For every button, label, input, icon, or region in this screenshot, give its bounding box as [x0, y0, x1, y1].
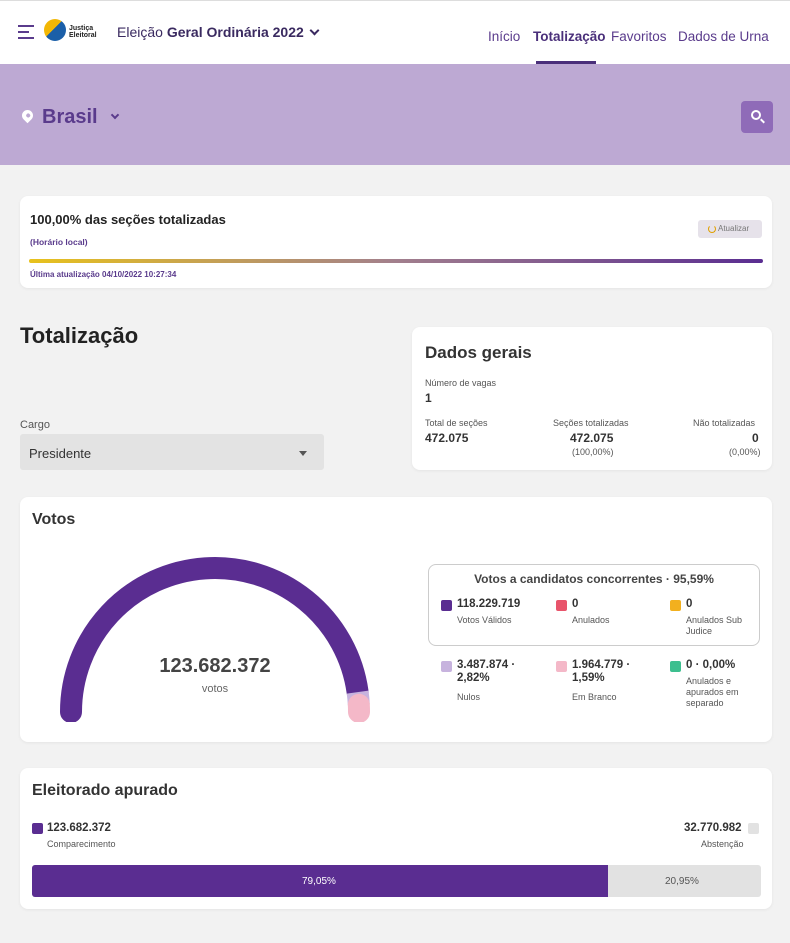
total-votes-value: 123.682.372 [159, 655, 271, 677]
anulados-value: 0 [572, 598, 579, 610]
nav-inicio[interactable]: Início [488, 29, 521, 44]
nao-totalizadas-label: Não totalizadas [693, 418, 756, 428]
abstencao-swatch [748, 823, 759, 834]
logo-text-line-2: Eleitoral [69, 32, 97, 39]
legend-nulos-swatch [441, 661, 452, 672]
secoes-totalizadas-label: Seções totalizadas [553, 418, 629, 428]
cargo-label: Cargo [20, 419, 50, 431]
progress-bar [29, 259, 763, 263]
nulos-label: Nulos [457, 692, 481, 702]
dados-gerais-title: Dados gerais [425, 343, 532, 362]
eleitorado-bar [32, 865, 761, 897]
legend-anulados-swatch [556, 600, 567, 611]
validos-value: 118.229.719 [457, 598, 521, 610]
election-selector[interactable]: Eleição Geral Ordinária 2022 [117, 24, 320, 40]
page-title: Totalização [20, 323, 139, 348]
comparecimento-pct: 79,05% [302, 876, 336, 887]
votos-card [20, 497, 772, 742]
top-header: Justiça Eleitoral Eleição Geral Ordinária… [0, 0, 790, 64]
last-update-text: Última atualização 04/10/2022 10:27:34 [30, 270, 177, 279]
total-votes-label: votos [201, 683, 229, 695]
justica-eleitoral-logo[interactable]: Justiça Eleitoral [44, 19, 104, 47]
dados-gerais-card [412, 327, 772, 470]
cargo-select-value: Presidente [29, 446, 92, 461]
search-button[interactable] [741, 101, 773, 133]
validos-label: Votos Válidos [457, 615, 512, 625]
abstencao-label: Abstenção [701, 839, 744, 849]
gauge-validos-arc [60, 557, 369, 722]
eleitorado-title: Eleitorado apurado [32, 782, 178, 799]
legend-sub-judice-swatch [670, 600, 681, 611]
sub-judice-value: 0 [686, 598, 693, 610]
status-card [20, 196, 772, 288]
hamburger-menu-icon[interactable] [18, 25, 34, 39]
comparecimento-swatch [32, 823, 43, 834]
election-prefix: Eleição [117, 24, 163, 40]
local-time-note: (Horário local) [30, 237, 88, 247]
votos-title: Votos [32, 511, 76, 528]
secoes-totalizadas-pct: (100,00%) [572, 447, 614, 457]
election-name: Geral Ordinária 2022 [166, 24, 304, 40]
sections-status-title: 100,00% das seções totalizadas [30, 212, 226, 227]
nulos-value: 3.487.874 · 2,82% [457, 659, 516, 684]
sub-judice-label: Anulados Sub Judice [686, 615, 743, 636]
branco-value: 1.964.779 · 1,59% [572, 659, 631, 684]
abstencao-value: 32.770.982 [684, 822, 742, 834]
vagas-label: Número de vagas [425, 378, 497, 388]
votes-gauge-chart [60, 557, 370, 722]
logo-emblem [44, 19, 66, 41]
separado-label: Anulados e apurados em separado [686, 676, 739, 708]
nav-favoritos[interactable]: Favoritos [611, 29, 667, 44]
nao-totalizadas-pct: (0,00%) [729, 447, 761, 457]
logo-text-line-1: Justiça [69, 25, 94, 32]
comparecimento-label: Comparecimento [47, 839, 116, 849]
comparecimento-bar-fill [32, 865, 609, 897]
location-banner [0, 64, 790, 165]
total-secoes-value: 472.075 [425, 431, 469, 445]
concorrentes-title: Votos a candidatos concorrentes · 95,59% [474, 572, 714, 586]
chevron-down-icon [309, 25, 320, 36]
vagas-value: 1 [425, 391, 432, 405]
nav-dados-de-urna[interactable]: Dados de Urna [678, 29, 769, 44]
active-tab-indicator [536, 61, 596, 64]
concorrentes-box [428, 564, 760, 646]
update-button[interactable]: Atualizar [698, 220, 762, 238]
secoes-totalizadas-value: 472.075 [570, 431, 614, 445]
caret-down-icon [299, 451, 307, 456]
nav-totalizacao[interactable]: Totalização [533, 29, 606, 44]
nao-totalizadas-value: 0 [752, 431, 759, 445]
refresh-icon [708, 225, 716, 233]
search-icon [751, 110, 761, 120]
anulados-label: Anulados [572, 615, 610, 625]
separado-value: 0 · 0,00% [686, 659, 736, 671]
legend-separado-swatch [670, 661, 681, 672]
comparecimento-value: 123.682.372 [47, 822, 111, 834]
branco-label: Em Branco [572, 692, 617, 702]
legend-branco-swatch [556, 661, 567, 672]
legend-validos-swatch [441, 600, 452, 611]
abstencao-pct: 20,95% [665, 876, 699, 887]
cargo-select[interactable] [20, 434, 324, 470]
location-selector[interactable]: Brasil [42, 106, 98, 128]
total-secoes-label: Total de seções [425, 418, 488, 428]
